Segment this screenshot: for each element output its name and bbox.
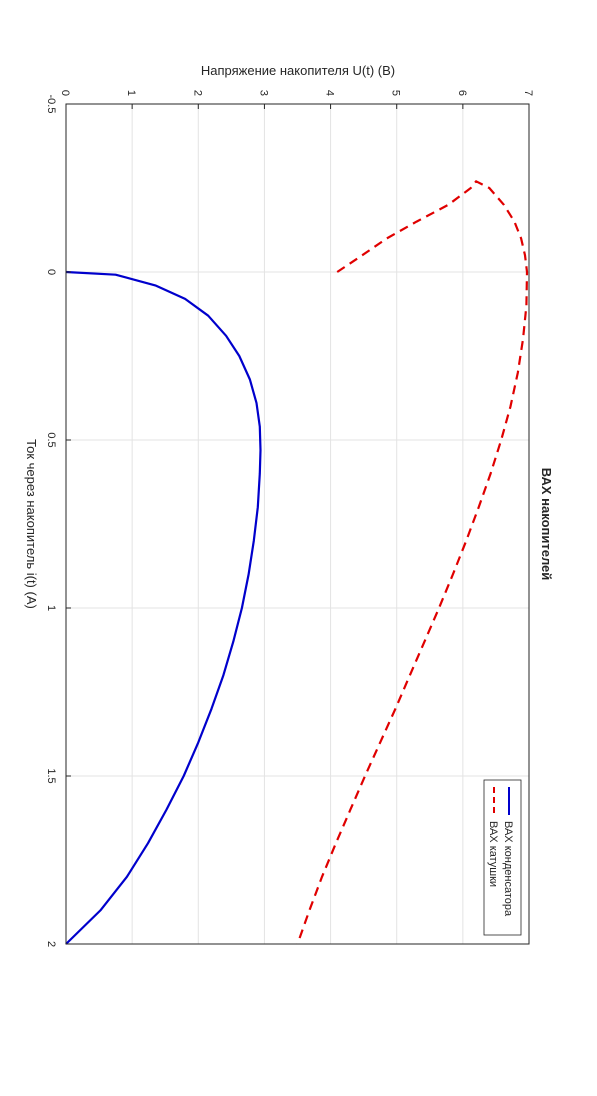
legend: ВАХ конденсатора ВАХ катушки	[483, 779, 522, 936]
x-tick-label: 0.5	[45, 432, 57, 447]
y-tick-label: 3	[257, 90, 269, 96]
y-tick-label: 2	[191, 90, 203, 96]
y-tick-label: 0	[59, 90, 71, 96]
y-tick-label: 7	[522, 90, 534, 96]
x-tick-label: 0	[45, 269, 57, 275]
series-group	[65, 180, 529, 945]
series-line-coil	[296, 180, 529, 945]
legend-label-capacitor: ВАХ конденсатора	[502, 821, 514, 917]
y-tick-label: 4	[324, 90, 336, 96]
x-tick-label: 1	[45, 605, 57, 611]
legend-box	[483, 779, 522, 936]
x-tick-label: 1.5	[45, 768, 57, 783]
series-line-capacitor	[65, 270, 262, 945]
y-tick-label: 5	[390, 90, 402, 96]
x-tick-label: -0.5	[45, 95, 57, 114]
plot-background	[66, 104, 529, 944]
x-tick-label: 2	[45, 941, 57, 947]
y-tick-label: 6	[456, 90, 468, 96]
y-axis-label: Напряжение накопителя U(t) (B)	[201, 63, 395, 78]
chart-title: ВАХ накопителей	[539, 468, 554, 581]
y-tick-label: 1	[125, 90, 137, 96]
ticks: -0.500.511.520 1 2 3 4 5 6 7	[45, 90, 534, 947]
plot-box	[65, 103, 530, 945]
legend-label-coil: ВАХ катушки	[487, 821, 499, 887]
x-axis-label: Ток через накопитель i(t) (A)	[24, 439, 39, 609]
